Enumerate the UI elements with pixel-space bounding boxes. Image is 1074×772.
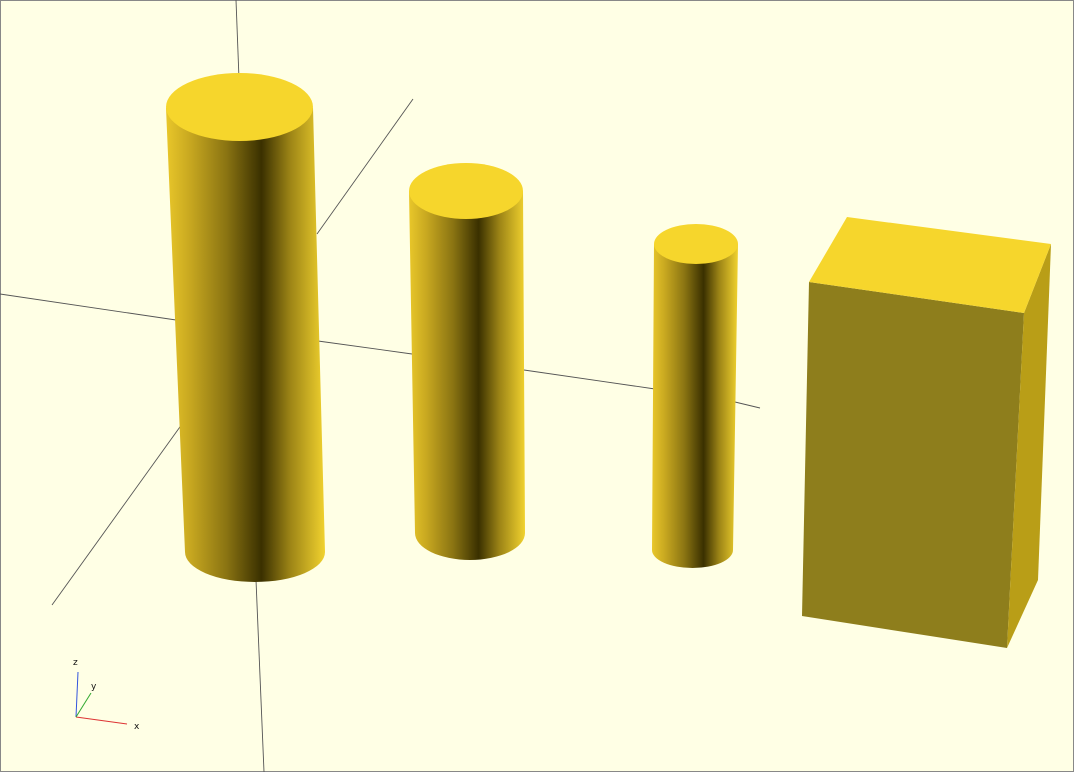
x-axis-line-end: [734, 401, 761, 409]
x-axis-line-mid: [317, 340, 413, 355]
y-axis-line: [316, 98, 414, 235]
z-axis-line-lower: [255, 579, 265, 772]
cylinder-large-body: [166, 108, 325, 582]
cylinder-medium-body: [409, 191, 525, 560]
z-indicator-line: [75, 671, 79, 718]
cylinder-medium-top: [409, 163, 523, 219]
cube[interactable]: [802, 217, 1051, 648]
cube-top-face: [809, 217, 1051, 313]
x-indicator-label: x: [134, 722, 140, 732]
cylinder-small-top: [654, 224, 738, 264]
y-indicator-label: y: [91, 682, 97, 692]
x-indicator-line: [75, 716, 128, 725]
cylinder-large[interactable]: [166, 73, 325, 582]
x-axis-line: [0, 293, 177, 321]
cylinder-medium[interactable]: [409, 163, 525, 560]
cylinder-small[interactable]: [652, 224, 738, 568]
cube-front-face: [802, 282, 1024, 648]
cube-side-face: [1007, 244, 1051, 648]
axes-indicator: z y x: [73, 658, 140, 732]
x-axis-line-mid2: [523, 369, 656, 390]
y-indicator-line: [75, 692, 92, 718]
cylinder-small-body: [652, 244, 738, 568]
z-indicator-label: z: [73, 658, 78, 668]
cylinder-large-top: [166, 73, 313, 141]
